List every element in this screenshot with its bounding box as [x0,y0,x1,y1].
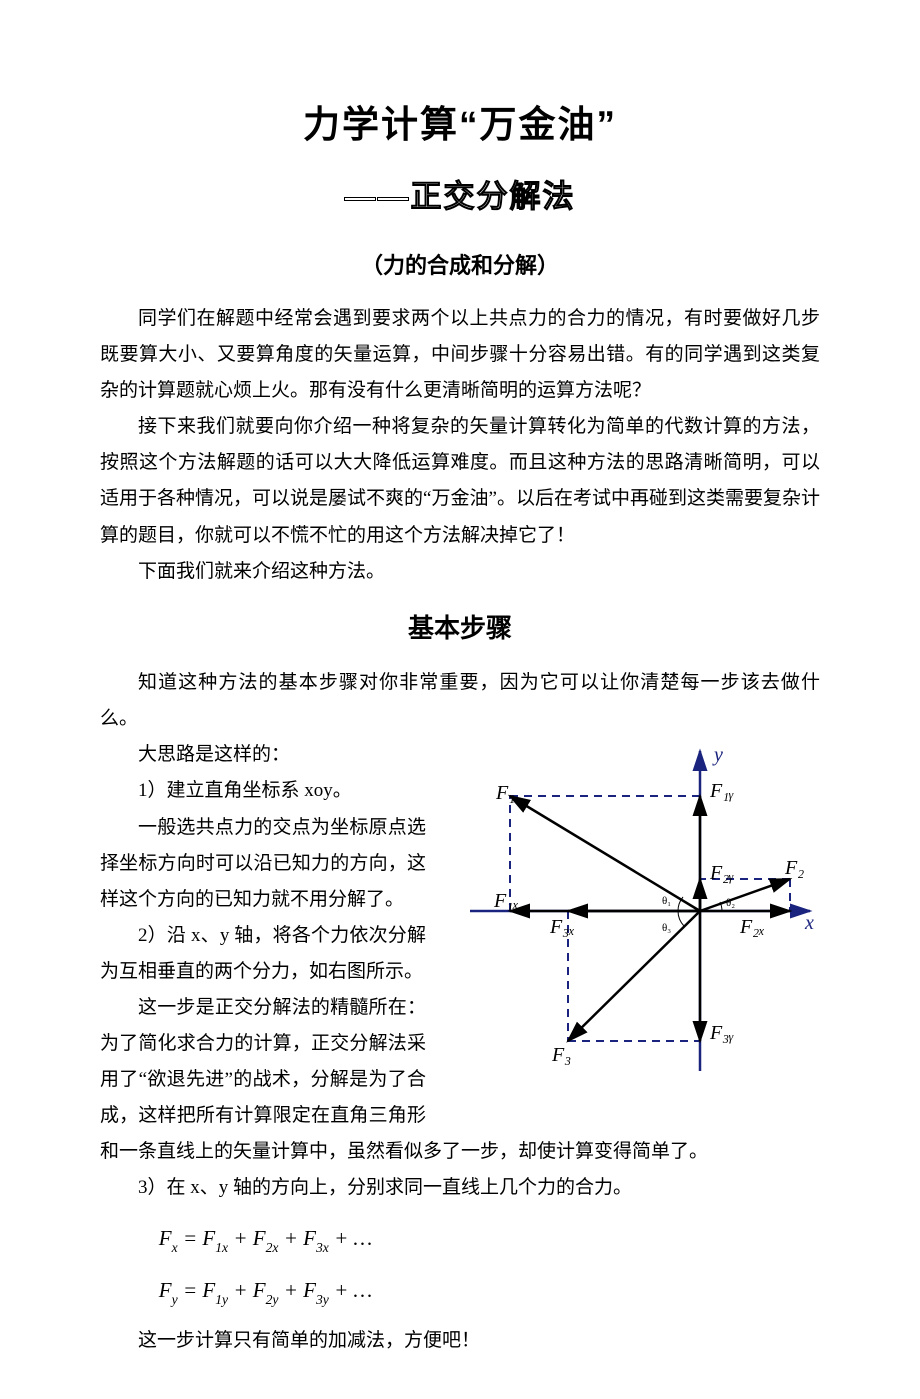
steps-p7: 这一步计算只有简单的加减法，方便吧！ [100,1323,820,1359]
svg-text:θ₃: θ₃ [662,922,671,934]
svg-text:F₃: F₃ [551,1044,571,1066]
svg-text:F₂ₓ: F₂ₓ [739,916,765,938]
intro-paragraph-3: 下面我们就来介绍这种方法。 [100,554,820,590]
svg-text:F₂ᵧ: F₂ᵧ [709,862,734,884]
force-svg: x y F₁ F₁ₓ F₁ᵧ F₂ F₂ₓ F₂ᵧ F₃ F₃ₓ F₃ᵧ θ₁ θ₂ θ₃ [440,741,820,1081]
sub-title: ——正交分解法 [100,168,820,227]
svg-text:θ₂: θ₂ [726,897,735,909]
intro-paragraph-2: 接下来我们就要向你介绍一种将复杂的矢量计算转化为简单的代数计算的方法，按照这个方… [100,409,820,553]
svg-text:F₁ᵧ: F₁ᵧ [709,780,734,802]
force-decomposition-diagram: x y F₁ F₁ₓ F₁ᵧ F₂ F₂ₓ F₂ᵧ F₃ F₃ₓ F₃ᵧ θ₁ θ₂ θ₃ [440,741,820,1094]
svg-text:F₂: F₂ [784,857,804,879]
steps-intro: 知道这种方法的基本步骤对你非常重要，因为它可以让你清楚每一步该去做什么。 [100,665,820,737]
equation-fy: Fy = F1y + F2y + F3y + … [100,1271,820,1311]
svg-text:F₁ₓ: F₁ₓ [493,890,519,912]
steps-wrap-block: xyF₁F₁ₓF₁ᵧF₂F₂ₓF₂ᵧF₃F₃ₓF₃ᵧθ₁θ₂θ₃ 大思路是这样的… [100,737,820,1170]
bracket-title: （力的合成和分解） [100,245,820,287]
section-heading-steps: 基本步骤 [100,604,820,653]
svg-text:θ₁: θ₁ [662,895,671,907]
intro-paragraph-1: 同学们在解题中经常会遇到要求两个以上共点力的合力的情况，有时要做好几步既要算大小… [100,301,820,409]
svg-text:F₃ₓ: F₃ₓ [549,916,575,938]
svg-text:x: x [804,912,814,934]
equation-fx: Fx = F1x + F2x + F3x + … [100,1219,820,1259]
svg-text:F₁: F₁ [495,782,515,804]
svg-text:y: y [712,744,723,766]
steps-p6: 3）在 x、y 轴的方向上，分别求同一直线上几个力的合力。 [100,1170,820,1206]
main-title: 力学计算“万金油” [100,90,820,160]
svg-text:F₃ᵧ: F₃ᵧ [709,1022,734,1044]
